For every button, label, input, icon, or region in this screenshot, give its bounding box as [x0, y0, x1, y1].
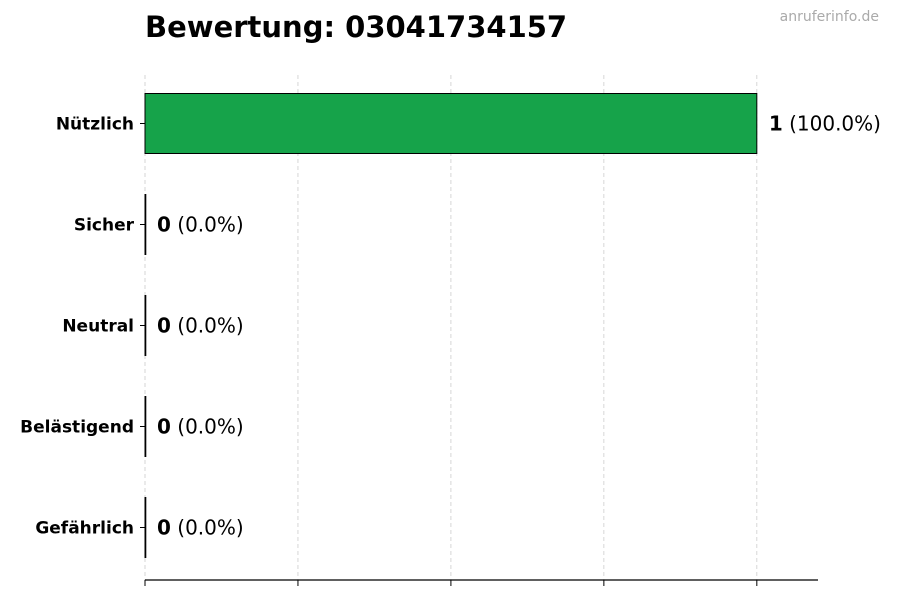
y-tick-label: Neutral: [62, 317, 134, 337]
chart-title: Bewertung: 03041734157: [145, 10, 568, 44]
watermark: anruferinfo.de: [779, 9, 879, 25]
data-label-count: 0: [157, 314, 171, 338]
data-label-percent: (0.0%): [171, 213, 244, 237]
data-label-count: 0: [157, 516, 171, 540]
bar-belästigend: [144, 396, 147, 457]
data-label-percent: (100.0%): [783, 112, 881, 136]
data-label: 1 (100.0%): [769, 112, 881, 136]
data-label-count: 1: [769, 112, 783, 136]
data-label-percent: (0.0%): [171, 415, 244, 439]
data-label: 0 (0.0%): [157, 213, 244, 237]
bar-neutral: [144, 295, 147, 356]
y-tick-label: Gefährlich: [35, 519, 134, 539]
bar-gefährlich: [144, 497, 147, 558]
data-label: 0 (0.0%): [157, 516, 244, 540]
y-tick-label: Sicher: [74, 216, 135, 236]
data-label-percent: (0.0%): [171, 314, 244, 338]
bar-nützlich: [144, 93, 758, 154]
data-label-count: 0: [157, 213, 171, 237]
y-tick-label: Nützlich: [56, 115, 134, 135]
y-tick-label: Belästigend: [20, 418, 134, 438]
bar-sicher: [144, 194, 147, 255]
data-label: 0 (0.0%): [157, 314, 244, 338]
data-label-count: 0: [157, 415, 171, 439]
data-label: 0 (0.0%): [157, 415, 244, 439]
data-label-percent: (0.0%): [171, 516, 244, 540]
